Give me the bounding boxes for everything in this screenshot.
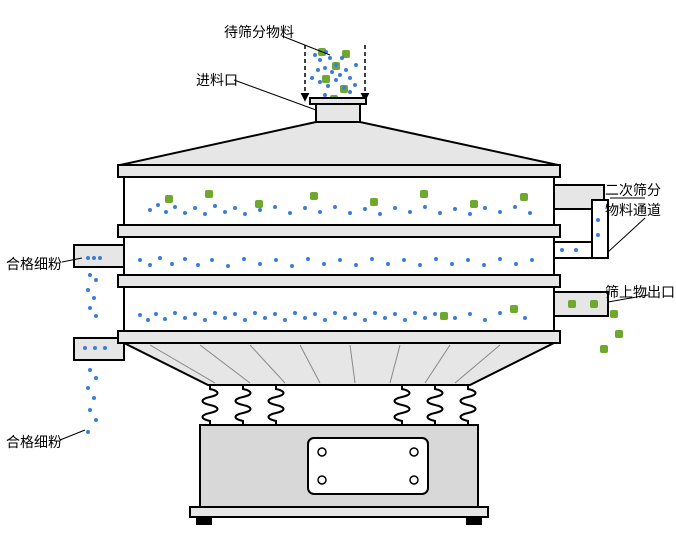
- particles-inlet: [310, 48, 358, 104]
- bottom-cone: [118, 331, 560, 385]
- label-oversize: 筛上物出口: [605, 282, 675, 302]
- top-cone: [120, 122, 558, 165]
- inlet-neck: [310, 98, 366, 122]
- label-fine-upper: 合格细粉: [6, 254, 62, 274]
- fine-discharge-lower: [86, 368, 98, 434]
- label-secondary-2: 物料通道: [605, 200, 661, 220]
- inlet-arrows: [305, 45, 365, 100]
- deck-upper: [118, 165, 604, 225]
- label-material: 待筛分物料: [224, 22, 294, 42]
- label-inlet: 进料口: [196, 70, 238, 90]
- springs: [203, 385, 476, 425]
- motor-base: [190, 425, 488, 525]
- label-secondary-1: 二次筛分: [605, 180, 661, 200]
- label-fine-lower: 合格细粉: [6, 432, 62, 452]
